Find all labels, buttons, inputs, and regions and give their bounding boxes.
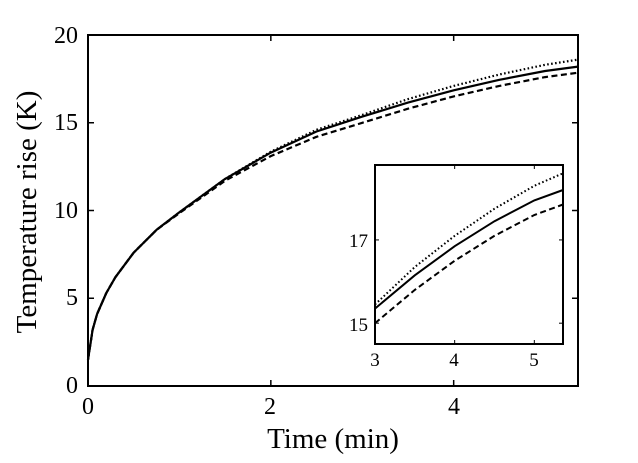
inset-series-solid-line [375,189,563,310]
y-tick-label-0: 0 [66,373,78,399]
inset-y-tick-label-17: 17 [349,231,368,252]
inset-plot-area [374,164,564,345]
inset-series-dotted-line [375,172,563,306]
inset-x-tick-label-3: 3 [370,350,380,371]
inset-frame [374,164,564,345]
series-dashed-line [86,71,579,360]
main-axes [87,34,579,387]
x-tick-label-2: 2 [264,394,276,420]
inset-x-tick-label-5: 5 [529,350,539,371]
x-axis-label: Time (min) [267,423,399,455]
y-axis-label: Temperature rise (K) [11,91,43,334]
y-tick-label-10: 10 [54,198,78,224]
x-tick-label-4: 4 [448,394,460,420]
series-dotted-line [86,58,579,360]
y-tick-label-15: 15 [54,110,78,136]
inset-x-tick-label-4: 4 [449,350,459,371]
inset-y-tick-label-15: 15 [349,315,368,336]
y-tick-label-5: 5 [66,285,78,311]
main-plot-area [86,58,579,360]
x-tick-label-0: 0 [82,394,94,420]
y-tick-label-20: 20 [54,23,78,49]
inset-series-dashed-line [375,203,563,324]
